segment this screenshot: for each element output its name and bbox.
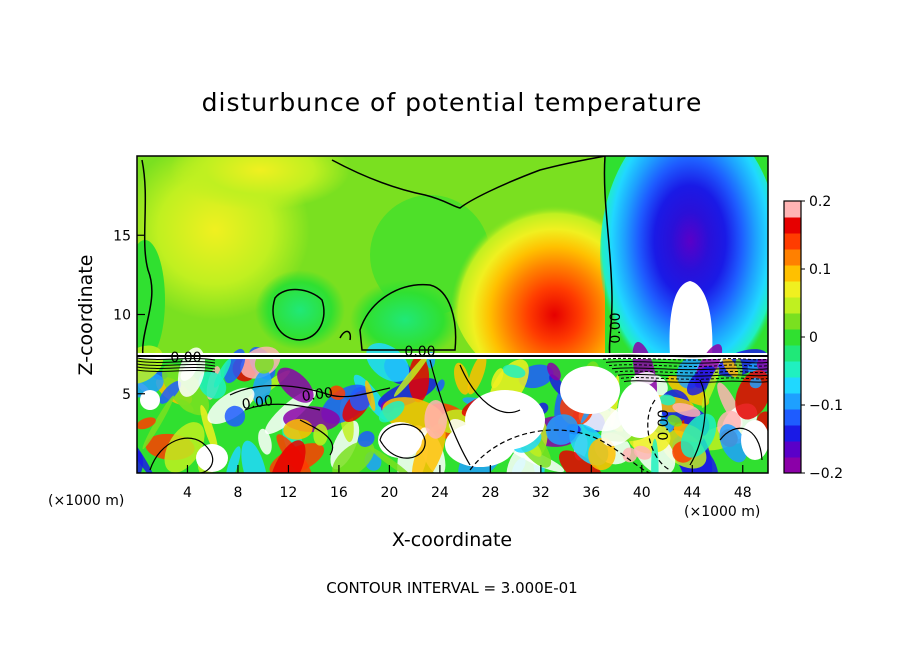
y-axis: 5 10 15 xyxy=(113,228,145,403)
contour-label: 0.00 xyxy=(170,350,201,366)
colorbar-swatch xyxy=(784,345,801,362)
colorbar-swatch xyxy=(784,313,801,330)
colorbar-swatch xyxy=(784,265,801,282)
x-tick-label: 44 xyxy=(683,485,701,501)
y-axis-label: Z-coordinate xyxy=(75,255,97,376)
x-tick-label: 16 xyxy=(330,485,348,501)
heatmap-field: 0.00 0.00 0.00 0.00 0.00 0.00 xyxy=(137,156,768,473)
x-tick-label: 20 xyxy=(380,485,398,501)
x-axis-label: X-coordinate xyxy=(392,529,512,551)
colorbar-tick-label: 0 xyxy=(809,330,818,346)
colorbar-swatch xyxy=(784,249,801,266)
colorbar-swatch xyxy=(784,201,801,218)
x-tick-label: 24 xyxy=(431,485,449,501)
chart-title: disturbunce of potential temperature xyxy=(202,88,703,117)
x-tick-label: 8 xyxy=(233,485,242,501)
colorbar-swatch xyxy=(784,393,801,410)
colorbar-tick-label: 0.1 xyxy=(809,262,831,278)
contour-label: 0.00 xyxy=(301,385,334,405)
colorbar-tick-label: 0.2 xyxy=(809,194,831,210)
contour-label: 0.00 xyxy=(404,344,435,360)
x-unit-label: (×1000 m) xyxy=(48,493,124,509)
x-axis: 4 8 12 16 20 24 28 32 36 40 44 48 xyxy=(183,465,752,501)
colorbar-tick-label: −0.1 xyxy=(809,398,843,414)
colorbar: 0.2 0.1 0 −0.1 −0.2 xyxy=(783,194,843,482)
colorbar-swatch xyxy=(784,329,801,346)
colorbar-swatch xyxy=(784,217,801,234)
contour-label: 0.00 xyxy=(656,409,672,440)
y-tick-label: 15 xyxy=(113,228,131,244)
x-tick-label: 36 xyxy=(582,485,600,501)
colorbar-swatch xyxy=(784,233,801,250)
y-tick-label: 10 xyxy=(113,308,131,324)
x-tick-label: 40 xyxy=(633,485,651,501)
contour-interval-text: CONTOUR INTERVAL = 3.000E-01 xyxy=(326,579,577,597)
x-tick-label: 48 xyxy=(734,485,752,501)
x-tick-label: 32 xyxy=(532,485,550,501)
colorbar-swatch xyxy=(784,425,801,442)
colorbar-swatch xyxy=(784,457,801,474)
colorbar-swatch xyxy=(784,297,801,314)
z-unit-label: (×1000 m) xyxy=(684,504,760,520)
x-tick-label: 28 xyxy=(481,485,499,501)
x-tick-label: 12 xyxy=(280,485,298,501)
y-tick-label: 5 xyxy=(122,387,131,403)
colorbar-swatch xyxy=(784,361,801,378)
colorbar-swatch xyxy=(784,409,801,426)
x-tick-label: 4 xyxy=(183,485,192,501)
contour-label: 0.00 xyxy=(241,393,274,413)
contour-label: 0.00 xyxy=(608,312,624,343)
colorbar-swatch xyxy=(784,281,801,298)
colorbar-swatch xyxy=(784,441,801,458)
colorbar-tick-label: −0.2 xyxy=(809,466,843,482)
colorbar-swatch xyxy=(784,377,801,394)
